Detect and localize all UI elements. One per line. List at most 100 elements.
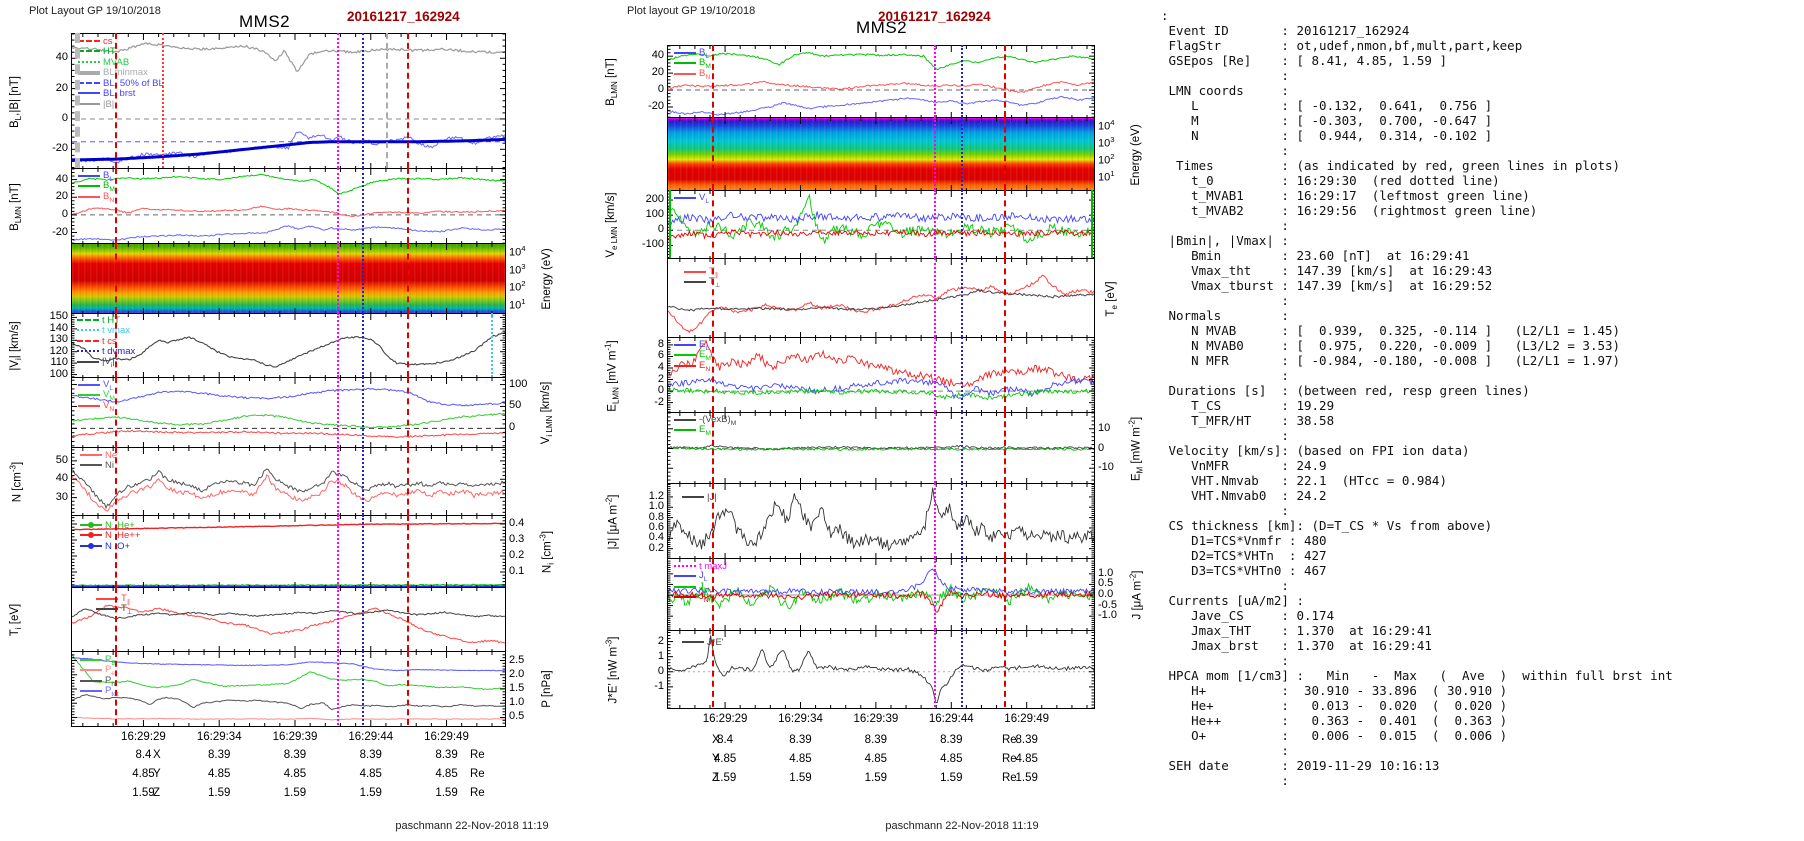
panel-electron-energy-spectrogram-gradient: [668, 118, 1094, 191]
y-tick-label-right: 0.1: [509, 565, 525, 577]
event-marker-line: [934, 630, 937, 707]
axis-label-text: BL,|B| [nT]: [8, 75, 24, 128]
y-tick-label: 100: [645, 208, 664, 221]
event-marker-line: [115, 377, 118, 447]
legend-swatch: [682, 494, 704, 501]
y-tick-label-right: 0.5: [1098, 577, 1114, 590]
event-marker-line: [407, 515, 410, 587]
coord-row-label: Y: [712, 753, 720, 765]
time-label: 16:29:44: [348, 731, 394, 743]
event-marker-line: [712, 45, 715, 117]
legend-line: [96, 597, 118, 600]
legend-line: [78, 60, 100, 63]
coord-value: 1.59: [435, 787, 458, 799]
legend-line: [78, 185, 100, 188]
event-marker-line: [1003, 45, 1006, 117]
coord-unit: Re: [1002, 772, 1017, 784]
info-line: t_MVAB1 : 16:29:17 (leftmost green line): [1161, 188, 1530, 203]
legend-label: BL: [103, 169, 114, 183]
info-line: |Bmin|, |Vmax| :: [1161, 233, 1289, 248]
legend-label: T⊥: [121, 603, 133, 617]
event-marker-line: [934, 117, 937, 190]
y-tick-label: 0: [61, 111, 68, 124]
panel-vi-mag: 150 140 130 120 110 100 |Vi| [km/s] t HT t vmax t…: [9, 310, 506, 380]
info-line: CS thickness [km]: (D=T_CS * Vs from abo…: [1161, 518, 1493, 533]
axis-label-text: ELMN [mV m-1]: [603, 339, 621, 412]
legend-swatch: [78, 183, 100, 190]
legend-item: MVAB: [78, 57, 164, 68]
event-marker-line: [960, 412, 963, 483]
y-tick-label: -100: [641, 238, 664, 251]
info-line: :: [1161, 368, 1289, 383]
event-marker-line: [712, 337, 715, 412]
info-line: :: [1161, 218, 1289, 233]
event-marker-line: [336, 33, 339, 168]
event-marker-line: [934, 337, 937, 412]
event-marker-line: [934, 412, 937, 483]
time-label: 16:29:49: [1004, 713, 1050, 725]
legend-item: BL: [674, 47, 711, 60]
legend-swatch: [80, 678, 102, 685]
legend-item: Ni: [80, 460, 117, 471]
legend-item: Ne: [80, 450, 117, 461]
legend-line: [78, 404, 100, 407]
coord-value: 8.39: [359, 749, 382, 761]
panel-minor-ion-density: 0.4 0.3 0.2 0.1 Ni [cm-3] N He+ N He++ N O+: [71, 515, 556, 589]
legend-line: [674, 343, 696, 346]
legend: BL BM BN: [674, 47, 711, 81]
legend-swatch: [77, 338, 99, 345]
legend-swatch: [674, 594, 696, 601]
legend-swatch: [80, 521, 102, 529]
y-tick-label: 140: [49, 321, 68, 334]
event-marker-line: [960, 337, 963, 412]
y-tick-label-right: 102: [1098, 151, 1115, 167]
event-marker-line: [712, 190, 715, 258]
coord-value: 8.39: [789, 734, 812, 746]
panel-b-lmn-plot: [668, 46, 1094, 118]
coord-unit: Re: [470, 768, 485, 780]
legend-swatch: [78, 59, 100, 66]
legend-swatch: [674, 195, 696, 202]
legend-line: [674, 596, 696, 599]
legend-item: EL: [674, 339, 711, 352]
event-marker-line: [1003, 190, 1006, 258]
coord-value: 1.59: [208, 787, 231, 799]
coord-value: 4.85: [435, 768, 458, 780]
legend-label: EM: [699, 349, 711, 363]
axis-label-text: |Vi| [km/s]: [8, 321, 24, 371]
event-marker-line: [934, 558, 937, 630]
info-line: FlagStr : ot,udef,nmon,bf,mult,part,keep: [1161, 38, 1523, 53]
coord-row-label: X: [153, 749, 161, 761]
legend-item: BL: [78, 169, 115, 183]
y-tick-label: 20: [55, 190, 68, 203]
legend-label: EM: [699, 424, 711, 438]
info-line: O+ : 0.006 - 0.015 ( 0.006 ): [1161, 728, 1508, 743]
info-line: :: [1161, 503, 1289, 518]
y-tick-label: -20: [52, 225, 68, 238]
event-marker-line: [361, 377, 364, 447]
legend-label: BN: [103, 190, 115, 204]
legend: Ne Ni: [80, 450, 117, 471]
info-line: Vmax_tht : 147.39 [km/s] at 16:29:43: [1161, 263, 1493, 278]
info-line: H+ : 30.910 - 33.896 ( 30.910 ): [1161, 683, 1508, 698]
info-line: VHT.Nmvab : 22.1 (HTcc = 0.984): [1161, 473, 1447, 488]
legend-item: t dvmax: [77, 346, 135, 357]
y-tick-label: 200: [645, 193, 664, 206]
legend-swatch: [77, 348, 99, 355]
legend-label: t cs: [102, 335, 117, 347]
coord-value: 4.85: [940, 753, 963, 765]
legend-label: BLminmax: [103, 67, 148, 79]
y-tick-label: 0.8: [648, 510, 664, 523]
panel-ion-energy-spectrogram: 104 103 102 101 Energy (eV): [71, 243, 553, 315]
legend-label: |J|: [707, 491, 717, 503]
legend-label: JN: [699, 591, 709, 605]
event-marker-line: [115, 313, 118, 377]
legend-swatch: [77, 359, 99, 366]
legend-line: [77, 318, 99, 321]
event-marker-line: [960, 558, 963, 630]
event-marker-line: [1003, 412, 1006, 483]
spacecraft-title-middle: MMS2: [856, 18, 908, 37]
legend-item: PB: [80, 654, 119, 667]
coord-value: 1.59: [864, 772, 888, 784]
coord-value: 8.39: [940, 734, 963, 746]
